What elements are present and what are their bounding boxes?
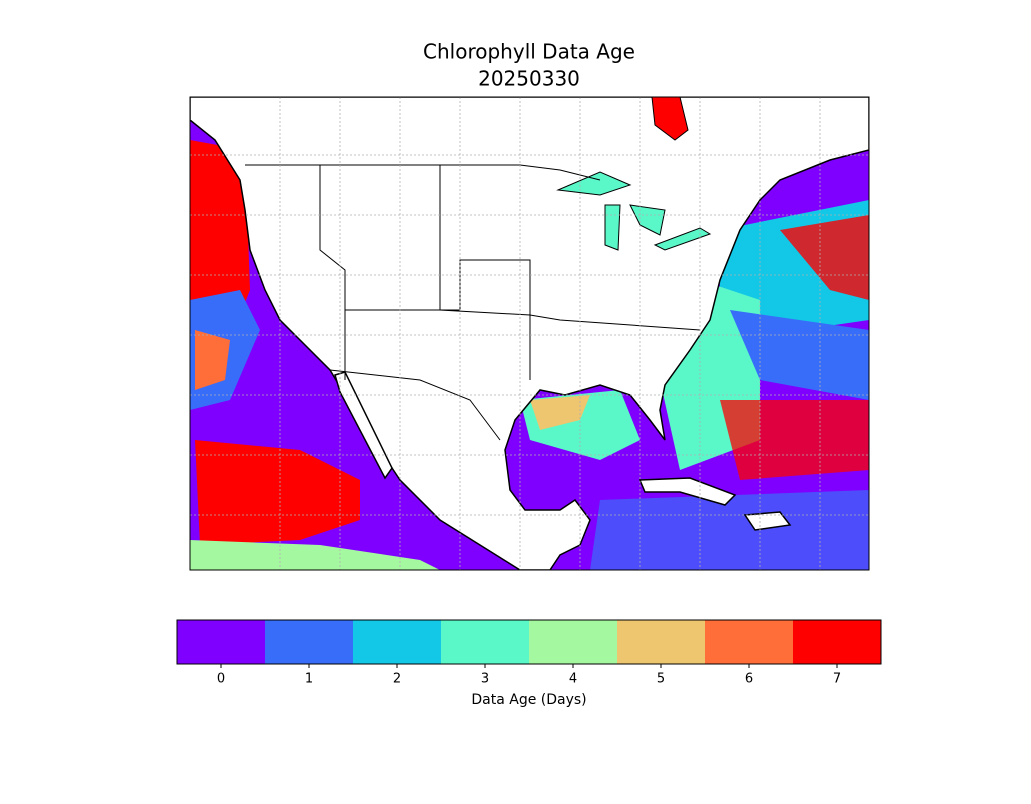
- ocean-patch: [720, 400, 869, 480]
- colorbar-segment: [353, 620, 442, 664]
- lake-erie: [653, 227, 712, 251]
- colorbar-segment: [705, 620, 794, 664]
- colorbar-segment: [265, 620, 354, 664]
- colorbar-tick-label: 5: [657, 672, 665, 687]
- colorbar-tick-label: 6: [745, 672, 753, 687]
- lake-michigan: [604, 204, 621, 251]
- hudson-bay-patch: [651, 97, 689, 141]
- ocean-patch: [195, 330, 230, 390]
- colorbar-segment: [617, 620, 706, 664]
- ocean-patch: [190, 540, 440, 570]
- map: [190, 97, 869, 570]
- map-title: Chlorophyll Data Age: [423, 40, 635, 64]
- lake-superior: [556, 171, 632, 196]
- state-borders: [319, 165, 346, 380]
- state-borders: [329, 369, 501, 441]
- ocean-patch: [530, 395, 590, 430]
- colorbar-tick-label: 1: [305, 672, 313, 687]
- colorbar-tick-label: 4: [569, 672, 577, 687]
- colorbar-segment: [177, 620, 266, 664]
- colorbar-label: Data Age (Days): [471, 692, 586, 708]
- ocean-patch: [195, 440, 360, 545]
- map-frame: [189, 96, 870, 571]
- colorbar-segment: [441, 620, 530, 664]
- state-borders: [345, 259, 531, 380]
- lake-huron: [629, 204, 666, 236]
- ocean-patch: [780, 215, 869, 300]
- colorbar-tick-label: 2: [393, 672, 401, 687]
- colorbar-tick-label: 3: [481, 672, 489, 687]
- colorbar-frame: [176, 619, 882, 665]
- ocean-patch: [590, 490, 869, 570]
- colorbar: 0 1 2 3 4 5 6 7: [176, 619, 882, 687]
- ocean-patch: [730, 310, 869, 400]
- colorbar-tick-label: 0: [217, 672, 225, 687]
- map-subtitle: 20250330: [478, 67, 580, 91]
- cuba: [638, 477, 737, 506]
- colorbar-segment: [793, 620, 882, 664]
- baja: [334, 371, 393, 480]
- colorbar-segment: [529, 620, 618, 664]
- ocean-patch: [190, 140, 250, 340]
- graticule: [190, 97, 869, 570]
- colorbar-tick-label: 7: [833, 672, 841, 687]
- hispaniola: [743, 511, 792, 531]
